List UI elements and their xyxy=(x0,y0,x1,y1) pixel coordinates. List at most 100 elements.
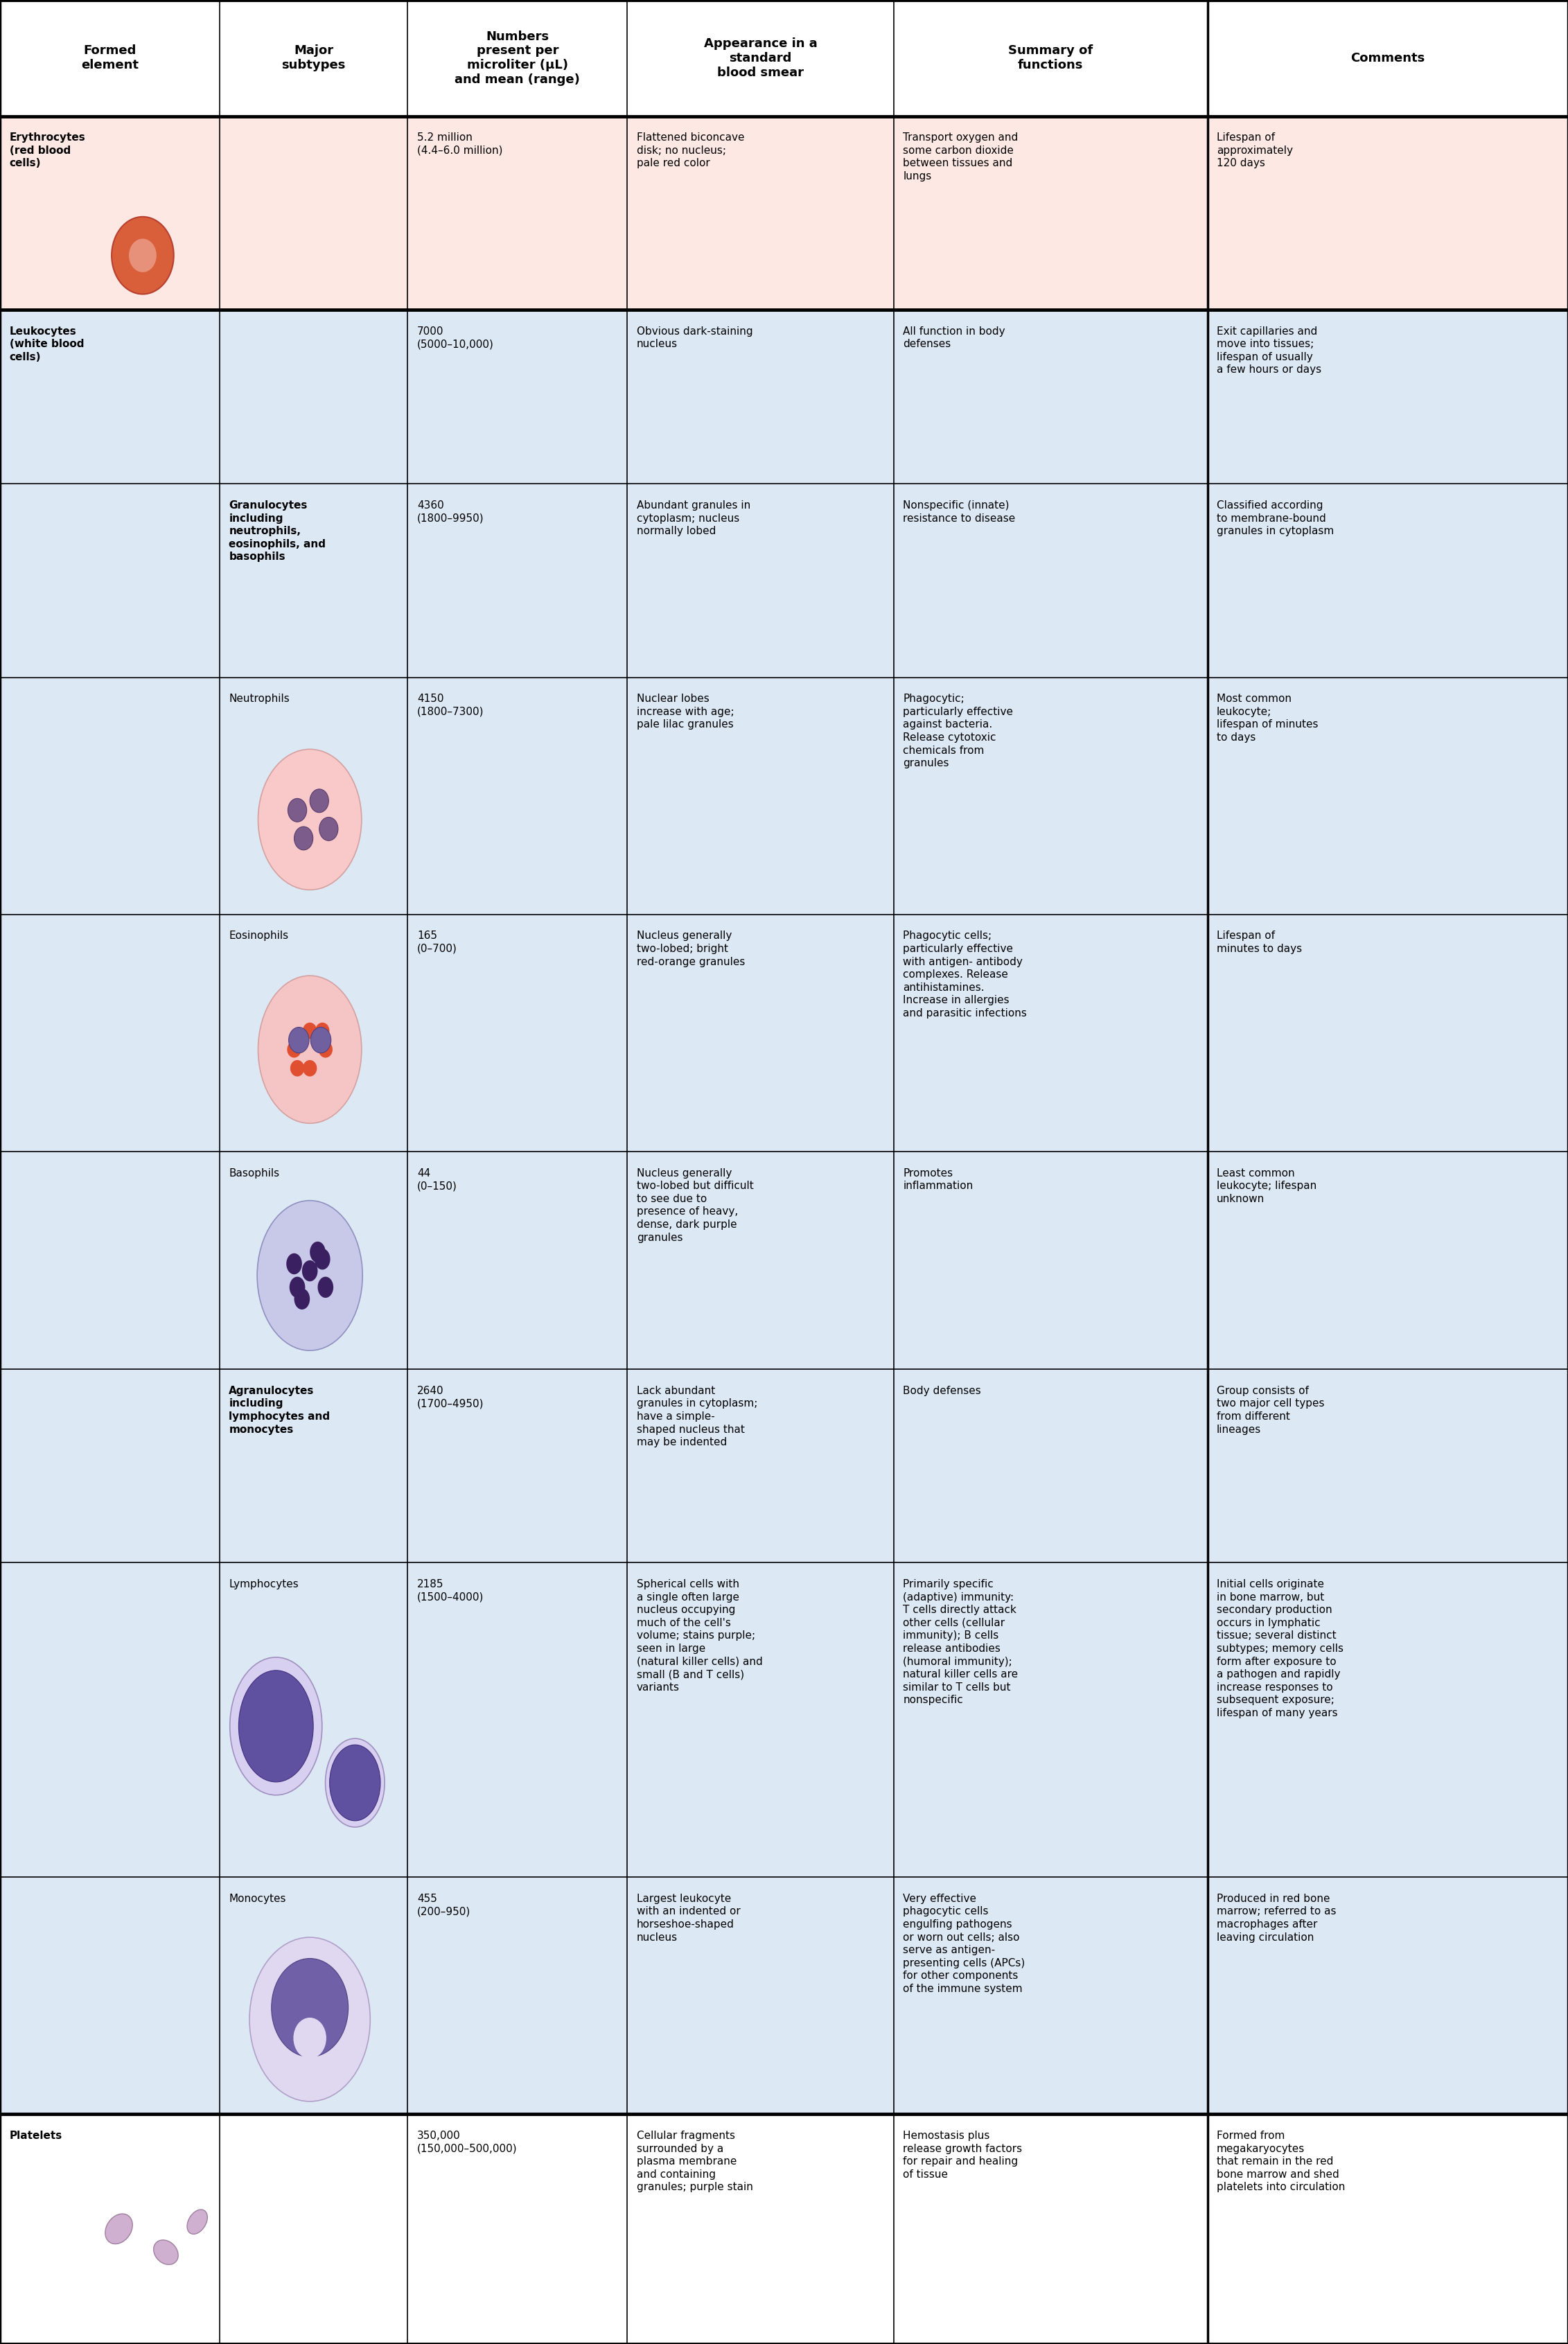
Text: Neutrophils: Neutrophils xyxy=(229,694,290,703)
Bar xyxy=(894,117,1207,309)
Bar xyxy=(1207,1563,1568,1878)
Bar xyxy=(627,483,894,677)
Bar xyxy=(1207,1369,1568,1563)
Bar xyxy=(0,1878,220,2114)
Bar xyxy=(408,1563,627,1878)
Bar xyxy=(0,117,220,309)
Text: 2640
(1700–4950): 2640 (1700–4950) xyxy=(417,1385,485,1409)
Text: 5.2 million
(4.4–6.0 million): 5.2 million (4.4–6.0 million) xyxy=(417,134,503,155)
Text: Hemostasis plus
release growth factors
for repair and healing
of tissue: Hemostasis plus release growth factors f… xyxy=(903,2131,1022,2180)
Ellipse shape xyxy=(310,1242,326,1263)
Bar xyxy=(220,483,408,677)
Bar xyxy=(0,914,220,1151)
Ellipse shape xyxy=(257,1200,362,1350)
Ellipse shape xyxy=(318,1041,332,1057)
Bar xyxy=(408,0,627,117)
Text: Very effective
phagocytic cells
engulfing pathogens
or worn out cells; also
serv: Very effective phagocytic cells engulfin… xyxy=(903,1894,1025,1995)
Bar xyxy=(408,1369,627,1563)
Bar xyxy=(220,117,408,309)
Ellipse shape xyxy=(249,1938,370,2103)
Text: 7000
(5000–10,000): 7000 (5000–10,000) xyxy=(417,326,494,349)
Ellipse shape xyxy=(295,1289,310,1310)
Bar xyxy=(0,483,220,677)
Bar xyxy=(1207,0,1568,117)
Bar xyxy=(0,1563,220,1878)
Ellipse shape xyxy=(154,2241,179,2264)
Ellipse shape xyxy=(320,818,339,841)
Ellipse shape xyxy=(259,750,362,891)
Ellipse shape xyxy=(129,239,157,272)
Bar xyxy=(894,1151,1207,1369)
Bar xyxy=(1207,1878,1568,2114)
Bar xyxy=(894,309,1207,483)
Bar xyxy=(894,0,1207,117)
Text: 350,000
(150,000–500,000): 350,000 (150,000–500,000) xyxy=(417,2131,517,2154)
Text: Primarily specific
(adaptive) immunity:
T cells directly attack
other cells (cel: Primarily specific (adaptive) immunity: … xyxy=(903,1580,1018,1706)
Text: Group consists of
two major cell types
from different
lineages: Group consists of two major cell types f… xyxy=(1217,1385,1325,1435)
Bar xyxy=(408,677,627,914)
Text: Body defenses: Body defenses xyxy=(903,1385,982,1397)
Ellipse shape xyxy=(290,1059,304,1076)
Bar xyxy=(220,2114,408,2344)
Text: 455
(200–950): 455 (200–950) xyxy=(417,1894,470,1917)
Bar xyxy=(408,117,627,309)
Text: Least common
leukocyte; lifespan
unknown: Least common leukocyte; lifespan unknown xyxy=(1217,1167,1317,1205)
Bar xyxy=(894,1563,1207,1878)
Ellipse shape xyxy=(259,975,362,1123)
Text: Exit capillaries and
move into tissues;
lifespan of usually
a few hours or days: Exit capillaries and move into tissues; … xyxy=(1217,326,1322,375)
Bar xyxy=(1207,483,1568,677)
Bar xyxy=(220,914,408,1151)
Ellipse shape xyxy=(271,1960,348,2058)
Text: Granulocytes
including
neutrophils,
eosinophils, and
basophils: Granulocytes including neutrophils, eosi… xyxy=(229,499,326,563)
Bar xyxy=(408,1151,627,1369)
Text: Cellular fragments
surrounded by a
plasma membrane
and containing
granules; purp: Cellular fragments surrounded by a plasm… xyxy=(637,2131,753,2192)
Bar xyxy=(627,1369,894,1563)
Bar xyxy=(408,1878,627,2114)
Bar xyxy=(408,483,627,677)
Bar xyxy=(1207,117,1568,309)
Text: Comments: Comments xyxy=(1350,52,1425,63)
Text: Lifespan of
minutes to days: Lifespan of minutes to days xyxy=(1217,931,1301,954)
Bar xyxy=(220,1563,408,1878)
Bar xyxy=(627,914,894,1151)
Bar xyxy=(627,1878,894,2114)
Bar xyxy=(627,0,894,117)
Bar xyxy=(220,0,408,117)
Ellipse shape xyxy=(326,1739,384,1826)
Text: Transport oxygen and
some carbon dioxide
between tissues and
lungs: Transport oxygen and some carbon dioxide… xyxy=(903,134,1018,180)
Bar xyxy=(627,2114,894,2344)
Ellipse shape xyxy=(290,1277,306,1299)
Bar xyxy=(627,309,894,483)
Text: Phagocytic cells;
particularly effective
with antigen- antibody
complexes. Relea: Phagocytic cells; particularly effective… xyxy=(903,931,1027,1020)
Ellipse shape xyxy=(187,2210,207,2234)
Bar xyxy=(0,309,220,483)
Text: Nonspecific (innate)
resistance to disease: Nonspecific (innate) resistance to disea… xyxy=(903,499,1016,523)
Ellipse shape xyxy=(111,216,174,293)
Text: Nucleus generally
two-lobed but difficult
to see due to
presence of heavy,
dense: Nucleus generally two-lobed but difficul… xyxy=(637,1167,754,1242)
Text: Abundant granules in
cytoplasm; nucleus
normally lobed: Abundant granules in cytoplasm; nucleus … xyxy=(637,499,751,537)
Text: Produced in red bone
marrow; referred to as
macrophages after
leaving circulatio: Produced in red bone marrow; referred to… xyxy=(1217,1894,1336,1943)
Text: Flattened biconcave
disk; no nucleus;
pale red color: Flattened biconcave disk; no nucleus; pa… xyxy=(637,134,745,169)
Ellipse shape xyxy=(287,1254,303,1275)
Ellipse shape xyxy=(310,790,329,813)
Ellipse shape xyxy=(295,827,314,851)
Bar xyxy=(1207,2114,1568,2344)
Ellipse shape xyxy=(310,1027,331,1052)
Bar xyxy=(220,309,408,483)
Ellipse shape xyxy=(329,1744,381,1821)
Bar xyxy=(408,309,627,483)
Bar xyxy=(894,1878,1207,2114)
Bar xyxy=(0,677,220,914)
Bar xyxy=(894,677,1207,914)
Text: All function in body
defenses: All function in body defenses xyxy=(903,326,1005,349)
Text: Summary of
functions: Summary of functions xyxy=(1008,45,1093,73)
Bar xyxy=(627,1563,894,1878)
Text: Nuclear lobes
increase with age;
pale lilac granules: Nuclear lobes increase with age; pale li… xyxy=(637,694,734,729)
Ellipse shape xyxy=(238,1671,314,1781)
Ellipse shape xyxy=(287,1041,301,1057)
Text: 2185
(1500–4000): 2185 (1500–4000) xyxy=(417,1580,485,1603)
Text: Classified according
to membrane-bound
granules in cytoplasm: Classified according to membrane-bound g… xyxy=(1217,499,1334,537)
Bar xyxy=(627,677,894,914)
Bar xyxy=(408,2114,627,2344)
Bar xyxy=(0,1151,220,1369)
